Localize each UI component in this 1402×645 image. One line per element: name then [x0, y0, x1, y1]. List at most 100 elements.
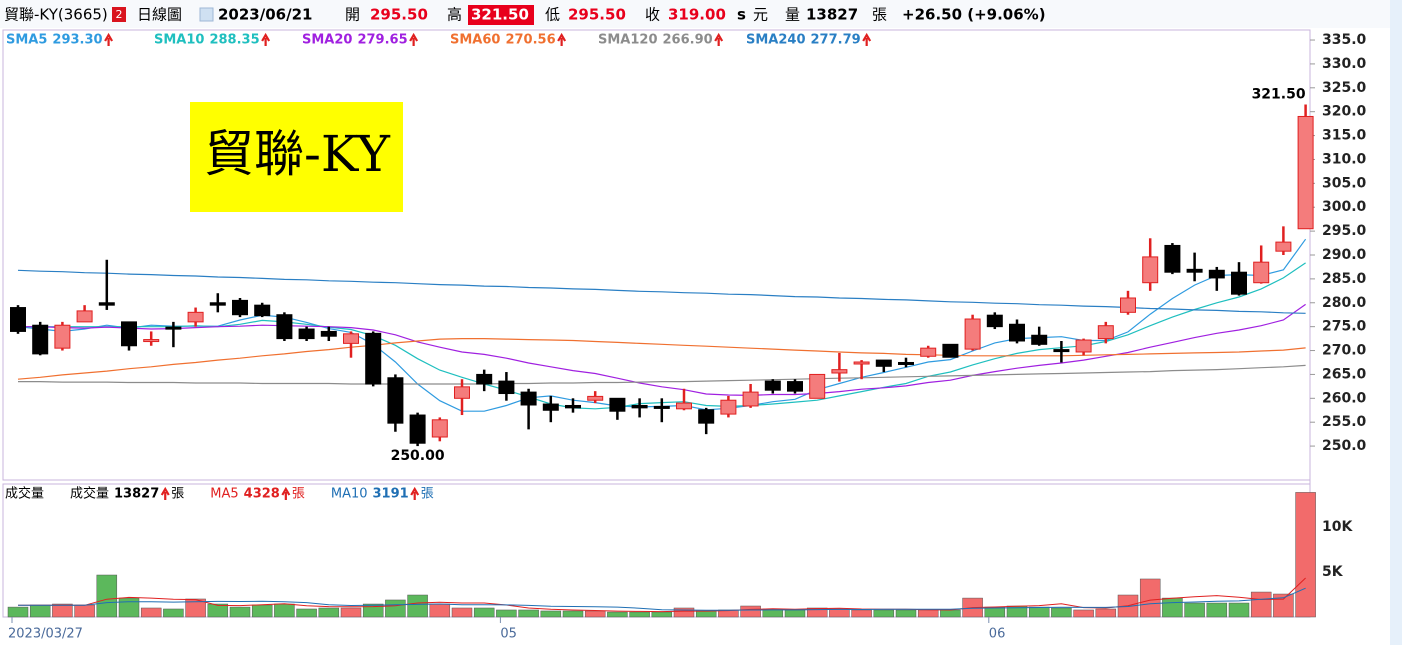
volume: 13827	[806, 6, 858, 24]
volume-bar	[1250, 591, 1272, 618]
dropdown[interactable]	[199, 7, 214, 22]
candle-body	[431, 419, 448, 438]
low-label: 低	[545, 6, 560, 24]
y-tick-label: 305.0	[1322, 175, 1367, 191]
candle-body	[631, 404, 648, 409]
annotation: 321.50	[1252, 87, 1306, 103]
legend-unit: 張	[171, 487, 184, 502]
candle-body	[920, 347, 937, 357]
candle-body	[320, 330, 337, 337]
candle-body	[542, 403, 559, 411]
up-arrow	[409, 32, 419, 46]
candle-body	[1009, 323, 1025, 342]
legend-unit: 張	[292, 487, 305, 502]
volume-bar	[385, 599, 406, 618]
y-tick-label: 325.0	[1322, 80, 1367, 96]
up-arrow	[557, 32, 567, 46]
s-mark: s	[737, 6, 746, 24]
legend-value: 13827	[114, 487, 159, 502]
y-tick-label: 300.0	[1322, 199, 1367, 215]
candle-body	[276, 314, 293, 340]
y-tick-label: 285.0	[1322, 271, 1367, 287]
volume-bar	[673, 607, 695, 618]
volume-bar	[318, 607, 340, 618]
candle-body	[609, 397, 626, 412]
candle-body	[764, 380, 781, 391]
high-label: 高	[447, 6, 462, 24]
volume-bar	[1028, 606, 1050, 618]
legend-value: 277.79	[811, 33, 861, 48]
candle-body	[498, 380, 515, 395]
volume-unit: 張	[872, 6, 887, 24]
candle-body	[520, 391, 537, 406]
annotation: 250.00	[391, 448, 445, 464]
candle-body	[365, 332, 382, 385]
y-tick-label: 315.0	[1322, 128, 1367, 144]
y-tick-label: 265.0	[1322, 366, 1367, 382]
x-tick-label: 2023/03/27	[8, 627, 83, 642]
ma-line	[18, 364, 1306, 385]
scrollbar[interactable]	[1390, 0, 1402, 645]
candle-body	[942, 343, 959, 358]
candle-body	[986, 314, 1003, 328]
volume-bar	[784, 609, 806, 618]
volume-bar	[1206, 602, 1228, 618]
y-tick-label: 10K	[1322, 519, 1353, 535]
volume-bar	[1273, 593, 1294, 618]
legend-name: SMA5	[6, 33, 47, 48]
period[interactable]: 日線圖	[137, 6, 182, 24]
candle-body	[875, 359, 892, 367]
volume-label: 量	[785, 6, 800, 24]
volume-bar	[229, 606, 251, 618]
candle-body	[1164, 244, 1181, 273]
volume-bar	[540, 610, 562, 618]
legend-name: 成交量	[70, 486, 109, 502]
high: 321.50	[471, 6, 529, 24]
close-label: 收	[645, 6, 660, 24]
volume-bar	[873, 609, 895, 618]
candle-body	[187, 311, 204, 323]
low: 295.50	[568, 6, 626, 24]
volume-bar	[940, 609, 961, 618]
y-tick-label: 275.0	[1322, 319, 1367, 335]
candle-body	[32, 324, 49, 355]
candle-body	[898, 361, 914, 365]
volume-bar	[740, 605, 761, 618]
candle-body	[831, 369, 848, 374]
open-label: 開	[345, 6, 360, 24]
volume-ma-line	[18, 587, 1306, 611]
volume-bar	[584, 610, 606, 618]
candle-body	[1031, 334, 1048, 345]
up-arrow	[104, 32, 114, 46]
candle-body	[809, 373, 826, 399]
volume-bar	[118, 597, 140, 618]
volume-bar	[1073, 609, 1094, 618]
candle-body	[54, 324, 71, 349]
volume-bar	[1162, 597, 1183, 618]
legend-name: SMA120	[598, 33, 658, 48]
volume-bar	[1139, 578, 1161, 618]
candle-body	[76, 310, 93, 323]
volume-bar	[1184, 602, 1205, 618]
volume-bar	[1051, 607, 1072, 618]
volume-bar	[207, 603, 229, 618]
candle-body	[964, 318, 981, 350]
volume-bar	[496, 609, 517, 618]
y-tick-label: 5K	[1322, 564, 1344, 580]
legend-name: MA10	[331, 487, 368, 502]
y-tick-label: 280.0	[1322, 295, 1367, 311]
candle-body	[476, 373, 493, 385]
badge: 2	[116, 8, 123, 21]
y-tick-label: 270.0	[1322, 343, 1367, 359]
candle-body	[1053, 349, 1070, 353]
candle-body	[742, 391, 759, 407]
volume-bar	[140, 607, 162, 618]
y-tick-label: 320.0	[1322, 104, 1367, 120]
candle-body	[676, 402, 692, 410]
candle-body	[587, 395, 604, 401]
volume-bar	[340, 607, 362, 618]
volume-bar	[895, 609, 917, 618]
candle-body	[209, 302, 226, 306]
